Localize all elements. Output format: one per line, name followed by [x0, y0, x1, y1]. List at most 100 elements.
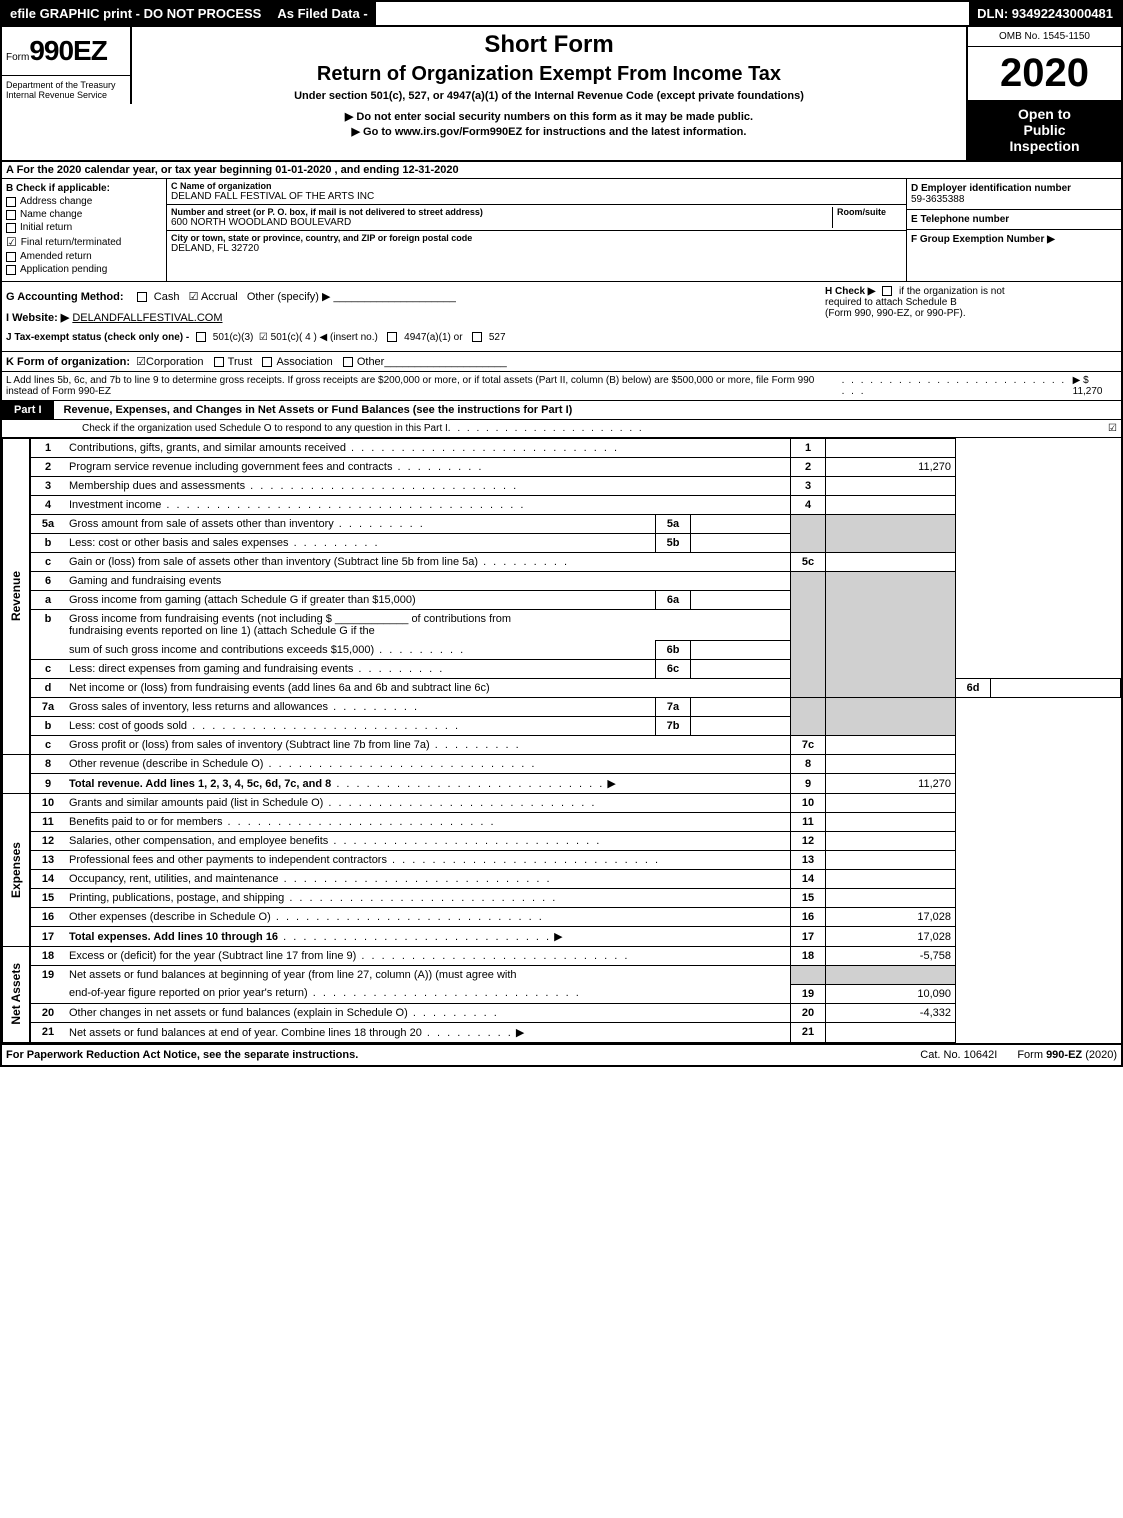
title-box: Short Form Return of Organization Exempt…: [132, 27, 966, 160]
line6c-num: c: [30, 660, 65, 679]
section-b: B Check if applicable: Address change Na…: [2, 179, 167, 281]
line5c-ref: 5c: [791, 553, 826, 572]
final-return-label: Final return/terminated: [21, 237, 122, 248]
line2-ref: 2: [791, 458, 826, 477]
tax-year: 2020: [968, 47, 1121, 100]
name-change-checkbox[interactable]: [6, 210, 16, 220]
accrual-checkbox[interactable]: ☑: [189, 291, 199, 303]
short-form-title: Short Form: [140, 31, 958, 59]
other-method-label: Other (specify) ▶: [247, 291, 331, 303]
final-return-checkbox[interactable]: ☑: [6, 235, 17, 249]
addr-label: Number and street (or P. O. box, if mail…: [171, 207, 832, 217]
address-change-checkbox[interactable]: [6, 197, 16, 207]
line17-desc: Total expenses. Add lines 10 through 16: [69, 931, 278, 943]
line17-num: 17: [30, 927, 65, 947]
line5b-val: [691, 534, 791, 553]
h-label: H Check ▶: [825, 286, 875, 297]
line16-val: 17,028: [826, 908, 956, 927]
line16-ref: 16: [791, 908, 826, 927]
corp-checkbox[interactable]: ☑: [136, 355, 146, 368]
line5c-num: c: [30, 553, 65, 572]
line7a-ref: 7a: [656, 698, 691, 717]
schedule-b-checkbox[interactable]: [882, 286, 892, 296]
other-org-label: Other: [357, 356, 385, 368]
line5b-desc: Less: cost or other basis and sales expe…: [69, 537, 289, 549]
footer: For Paperwork Reduction Act Notice, see …: [2, 1043, 1121, 1065]
application-pending-checkbox[interactable]: [6, 265, 16, 275]
ein-value: 59-3635388: [911, 194, 1117, 205]
part1-header-row: Part I Revenue, Expenses, and Changes in…: [2, 401, 1121, 420]
line17-val: 17,028: [826, 927, 956, 947]
section-c: C Name of organization DELAND FALL FESTI…: [167, 179, 906, 281]
501c-checkbox[interactable]: ☑: [259, 332, 268, 343]
line16-num: 16: [30, 908, 65, 927]
main-title: Return of Organization Exempt From Incom…: [140, 63, 958, 86]
application-pending-label: Application pending: [20, 264, 107, 275]
website-value[interactable]: DELANDFALLFESTIVAL.COM: [72, 312, 222, 324]
netassets-sidebar: Net Assets: [7, 959, 25, 1029]
org-address: 600 NORTH WOODLAND BOULEVARD: [171, 217, 832, 228]
line8-ref: 8: [791, 755, 826, 774]
trust-label: Trust: [228, 356, 253, 368]
open-to: Open to: [972, 106, 1117, 122]
tax-exempt-label: J Tax-exempt status (check only one) -: [6, 332, 189, 343]
line5a-desc: Gross amount from sale of assets other t…: [69, 518, 334, 530]
line7a-num: 7a: [30, 698, 65, 717]
line6c-desc: Less: direct expenses from gaming and fu…: [69, 663, 353, 675]
part1-schedule-o-checkbox[interactable]: ☑: [1108, 423, 1117, 434]
line12-val: [826, 832, 956, 851]
assoc-checkbox[interactable]: [262, 357, 272, 367]
line13-num: 13: [30, 851, 65, 870]
form-org-label: K Form of organization:: [6, 356, 130, 368]
line7b-val: [691, 717, 791, 736]
line2-num: 2: [30, 458, 65, 477]
cash-checkbox[interactable]: [137, 292, 147, 302]
line2-desc: Program service revenue including govern…: [69, 461, 392, 473]
501c3-checkbox[interactable]: [196, 332, 206, 342]
line6b-desc2: of contributions from: [411, 613, 511, 625]
line3-ref: 3: [791, 477, 826, 496]
line6a-val: [691, 591, 791, 610]
line21-num: 21: [30, 1022, 65, 1042]
line13-desc: Professional fees and other payments to …: [69, 854, 387, 866]
line19-val: 10,090: [826, 984, 956, 1003]
line20-ref: 20: [791, 1003, 826, 1022]
accrual-label: Accrual: [201, 291, 238, 303]
line6d-ref: 6d: [956, 679, 991, 698]
527-label: 527: [489, 332, 506, 343]
other-org-checkbox[interactable]: [343, 357, 353, 367]
line5a-ref: 5a: [656, 515, 691, 534]
line18-val: -5,758: [826, 947, 956, 966]
form-prefix: Form: [6, 52, 29, 63]
line16-desc: Other expenses (describe in Schedule O): [69, 911, 271, 923]
line13-ref: 13: [791, 851, 826, 870]
dept-line1: Department of the Treasury: [6, 80, 126, 90]
line21-val: [826, 1022, 956, 1042]
501c-label: 501(c)( 4 ) ◀ (insert no.): [271, 332, 378, 343]
amended-return-checkbox[interactable]: [6, 252, 16, 262]
line9-desc: Total revenue. Add lines 1, 2, 3, 4, 5c,…: [69, 778, 331, 790]
room-label: Room/suite: [837, 207, 902, 217]
section-k: K Form of organization: ☑ Corporation Tr…: [2, 352, 1121, 372]
trust-checkbox[interactable]: [214, 357, 224, 367]
line3-num: 3: [30, 477, 65, 496]
527-checkbox[interactable]: [472, 332, 482, 342]
initial-return-checkbox[interactable]: [6, 223, 16, 233]
line5a-num: 5a: [30, 515, 65, 534]
line9-val: 11,270: [826, 774, 956, 794]
line18-desc: Excess or (deficit) for the year (Subtra…: [69, 950, 356, 962]
line6d-desc: Net income or (loss) from fundraising ev…: [69, 682, 490, 694]
assoc-label: Association: [276, 356, 332, 368]
footer-left: For Paperwork Reduction Act Notice, see …: [6, 1049, 900, 1061]
line4-ref: 4: [791, 496, 826, 515]
4947-checkbox[interactable]: [387, 332, 397, 342]
phone-label: E Telephone number: [911, 214, 1117, 225]
line14-val: [826, 870, 956, 889]
line19-desc1: Net assets or fund balances at beginning…: [69, 969, 517, 981]
line5c-desc: Gain or (loss) from sale of assets other…: [69, 556, 478, 568]
line1-num: 1: [30, 439, 65, 458]
line10-num: 10: [30, 794, 65, 813]
section-g: G Accounting Method: Cash ☑ Accrual Othe…: [2, 282, 821, 351]
right-info-col: D Employer identification number 59-3635…: [906, 179, 1121, 281]
line11-ref: 11: [791, 813, 826, 832]
